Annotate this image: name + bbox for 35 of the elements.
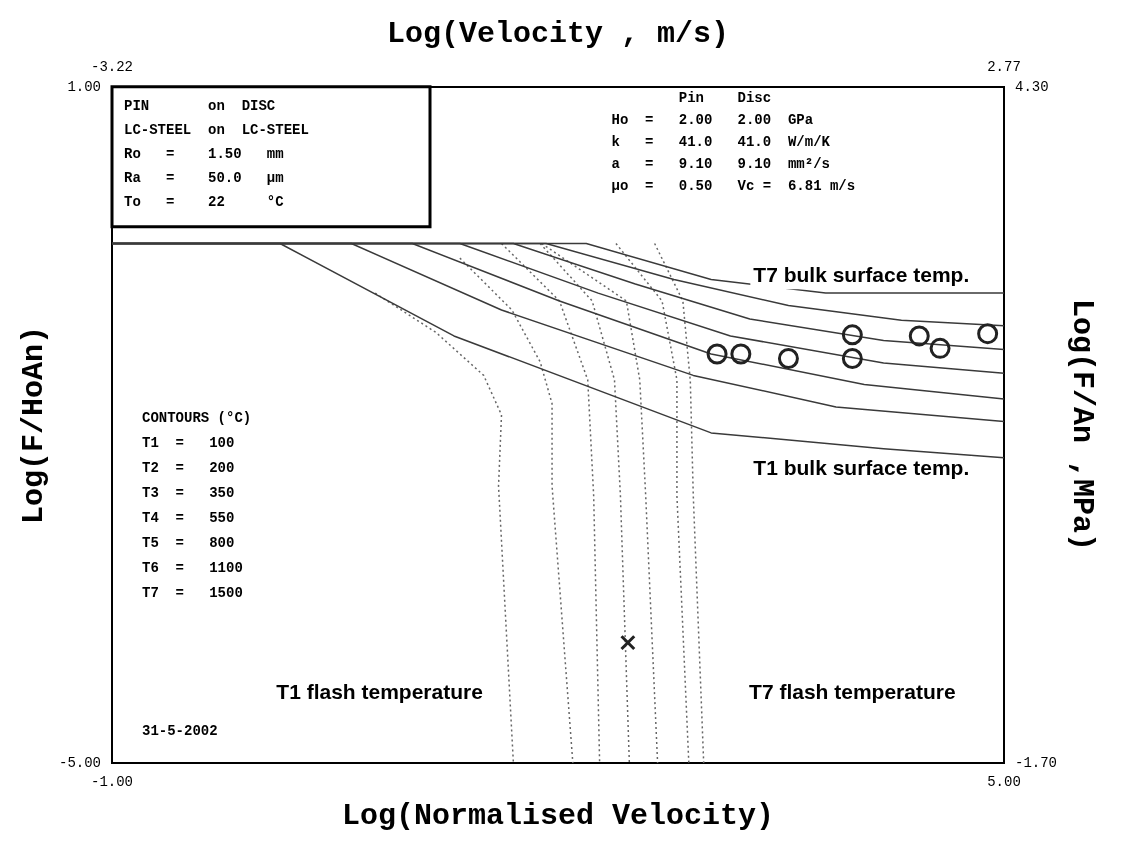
annotation: To = 22 °C — [124, 194, 285, 211]
annotation: Ra = 50.0 µm — [124, 170, 284, 187]
annotation: T2 = 200 — [142, 459, 235, 476]
annotation: T7 = 1500 — [142, 584, 243, 601]
annotation: T4 = 550 — [142, 509, 235, 526]
annotation: CONTOURS (°C) — [142, 409, 252, 426]
x2-tick-label: -3.22 — [91, 59, 134, 76]
annotation: PIN on DISC — [124, 98, 276, 115]
annotation: T6 = 1100 — [142, 559, 243, 576]
x-tick-label: -1.00 — [91, 774, 134, 791]
annotation: T1 flash temperature — [276, 680, 483, 704]
annotation: T1 = 100 — [142, 434, 235, 451]
annotation: µo = 0.50 Vc = 6.81 m/s — [611, 178, 856, 195]
annotation: 31-5-2002 — [142, 722, 218, 739]
annotation: a = 9.10 9.10 mm²/s — [611, 156, 830, 173]
annotation: Ho = 2.00 2.00 GPa — [611, 112, 814, 129]
x2-tick-label: 2.77 — [987, 59, 1021, 76]
annotation: T1 bulk surface temp. — [753, 455, 970, 479]
y2-tick-label: -1.70 — [1014, 754, 1058, 771]
annotation: Pin Disc — [611, 90, 772, 107]
y2-axis-title: Log(F/An ,MPa) — [1065, 298, 1100, 552]
y-axis-title: Log(F/HoAn) — [16, 325, 51, 525]
annotation: T5 = 800 — [142, 534, 235, 551]
x-axis-title: Log(Normalised Velocity) — [341, 798, 775, 833]
x2-axis-title: Log(Velocity , m/s) — [386, 16, 730, 51]
annotation: k = 41.0 41.0 W/m/K — [611, 134, 831, 151]
y-tick-label: -5.00 — [58, 754, 102, 771]
x-tick-label: 5.00 — [987, 774, 1021, 791]
y2-tick-label: 4.30 — [1014, 78, 1049, 95]
annotation: Ro = 1.50 mm — [124, 146, 284, 163]
annotation: T3 = 350 — [142, 484, 235, 501]
y-tick-label: 1.00 — [67, 78, 102, 95]
annotation: LC-STEEL on LC-STEEL — [124, 122, 309, 139]
annotation: T7 bulk surface temp. — [753, 262, 970, 286]
annotation: T7 flash temperature — [749, 680, 956, 704]
